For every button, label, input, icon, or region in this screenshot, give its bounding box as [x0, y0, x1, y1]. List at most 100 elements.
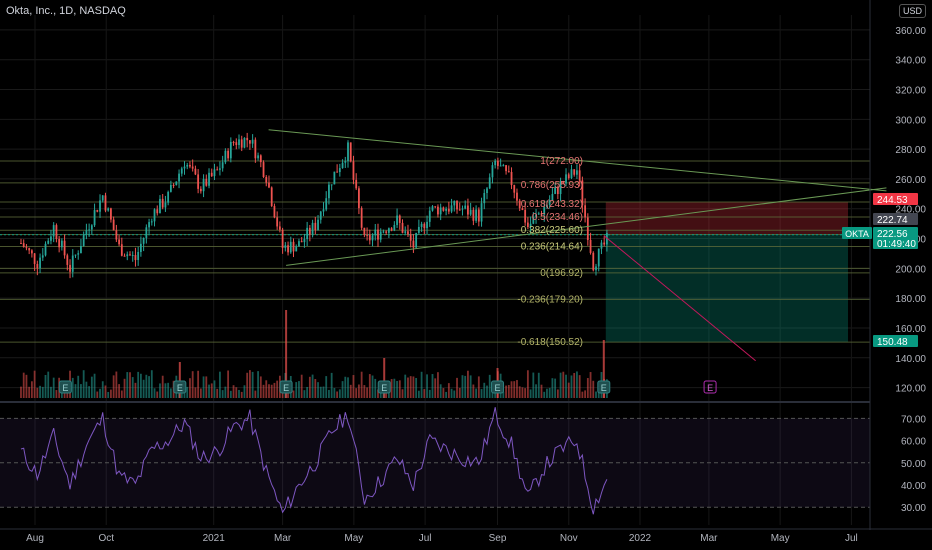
volume-bar [208, 384, 210, 398]
candle-body [347, 142, 349, 162]
price-tag [873, 237, 918, 249]
candle-body [507, 171, 510, 173]
candle-body [338, 168, 341, 173]
volume-bar [219, 371, 221, 398]
volume-bar [221, 390, 224, 398]
volume-bar [82, 370, 85, 398]
volume-bar [139, 373, 142, 398]
volume-bar [306, 386, 309, 398]
candle-body [390, 228, 393, 231]
candle-body [175, 181, 178, 186]
volume-bar [417, 390, 420, 398]
candle-body [172, 184, 175, 186]
volume-bar [55, 390, 58, 398]
volume-bar [535, 384, 537, 398]
volume-bar [336, 391, 339, 398]
volume-bar [186, 386, 189, 398]
volume-bar [592, 380, 595, 398]
price-tag-text: 244.53 [877, 195, 908, 206]
earnings-badge [703, 380, 717, 394]
volume-bar [480, 389, 483, 398]
y-tick-label: 340.00 [895, 56, 926, 67]
candle-body [368, 234, 371, 241]
volume-bar [50, 386, 52, 398]
volume-bar [584, 390, 587, 398]
candle-body [393, 224, 396, 231]
candle-body [306, 227, 309, 240]
y-tick-label: 260.00 [895, 175, 926, 186]
y-tick-label: 160.00 [895, 324, 926, 335]
volume-bar [434, 378, 437, 398]
candle-body [415, 232, 418, 248]
candles [20, 132, 608, 279]
fib-label: -0.236(179.20) [517, 294, 583, 305]
currency-badge[interactable]: USD [898, 4, 926, 18]
candle-body [99, 200, 101, 212]
candle-body [262, 162, 265, 177]
candle-body [496, 160, 499, 166]
candle-body [257, 155, 259, 159]
candle-body [36, 263, 39, 269]
volume-bar [44, 374, 47, 398]
candle-body [118, 239, 120, 245]
candle-body [20, 243, 22, 245]
candle-body [483, 192, 486, 204]
candle-body [387, 228, 390, 233]
volume-bar [115, 371, 118, 398]
candle-body [491, 165, 494, 178]
candle-body [189, 164, 191, 167]
candle-body [524, 209, 527, 223]
volume-bar [20, 386, 22, 398]
x-tick-label: Oct [98, 533, 114, 544]
candle-body [145, 227, 148, 238]
candle-body [570, 169, 573, 179]
candle-body [74, 254, 77, 256]
volume-bar [183, 391, 186, 398]
candle-body [341, 162, 344, 169]
volume-bar [142, 379, 145, 398]
candle-body [300, 241, 303, 243]
volume-bar [251, 371, 254, 398]
volume-bar [30, 381, 33, 398]
candle-body [532, 217, 535, 224]
candle-body [232, 141, 235, 143]
candle-body [442, 207, 445, 211]
volume-bar [518, 386, 521, 398]
volume-bar [513, 381, 516, 398]
candle-body [556, 187, 559, 195]
candle-body [322, 209, 325, 212]
volume-bar [101, 381, 104, 398]
volume-bar [570, 375, 573, 398]
volume-bar [134, 382, 137, 398]
volume-bar [551, 378, 554, 398]
candle-body [129, 254, 131, 256]
volume-bar [374, 378, 377, 398]
y-tick-label: 180.00 [895, 294, 926, 305]
volume-bar [319, 386, 322, 398]
candle-body [148, 222, 150, 228]
volume-bar [398, 380, 401, 398]
volume-bar [77, 375, 80, 398]
volume-bar [110, 389, 112, 398]
candle-body [88, 229, 91, 231]
candle-body [358, 188, 360, 209]
volume-bar [565, 374, 567, 398]
candle-body [480, 203, 483, 222]
candle-body [202, 178, 205, 192]
volume-bar [36, 387, 39, 398]
volume-bar [507, 385, 510, 398]
candle-body [437, 206, 439, 215]
volume-bar [33, 370, 36, 398]
volume-bar [559, 372, 562, 398]
candle-body [589, 239, 592, 253]
volume-bar [270, 384, 273, 398]
candle-body [110, 208, 112, 220]
candle-body [295, 246, 298, 252]
candle-body [565, 174, 567, 184]
candle-body [529, 223, 532, 227]
candle-body [576, 170, 578, 175]
volume-bar [161, 375, 164, 398]
